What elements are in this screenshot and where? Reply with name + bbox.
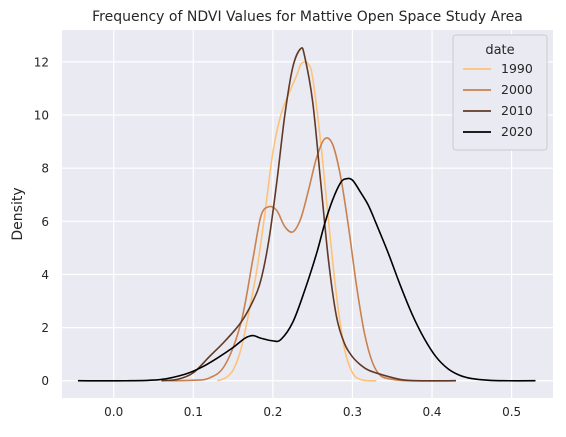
- y-tick-label: 6: [41, 215, 49, 229]
- y-tick-label: 10: [34, 109, 49, 123]
- y-tick-label: 8: [41, 162, 49, 176]
- legend-title: date: [485, 43, 514, 58]
- legend-items: 1990 2000 2010 2020: [463, 61, 533, 139]
- legend-label-2020: 2020: [501, 124, 533, 139]
- series-lines: [77, 47, 536, 382]
- y-tick-label: 0: [41, 374, 49, 388]
- legend-label-2000: 2000: [501, 82, 533, 97]
- y-tick-label: 4: [41, 268, 49, 282]
- x-tick-label: 0.2: [263, 405, 282, 419]
- y-tick-label: 2: [41, 321, 49, 335]
- x-tick-label: 0.3: [343, 405, 362, 419]
- axis-ticks: 0.0 0.1 0.2 0.3 0.4 0.5 0 2 4 6 8 10 12: [34, 55, 521, 419]
- legend-label-1990: 1990: [501, 61, 533, 76]
- x-tick-label: 0.4: [422, 405, 441, 419]
- y-tick-label: 12: [34, 55, 49, 69]
- chart-title: Frequency of NDVI Values for Mattive Ope…: [92, 9, 523, 25]
- y-axis-label: Density: [10, 187, 26, 240]
- legend-label-2010: 2010: [501, 103, 533, 118]
- x-tick-label: 0.0: [104, 405, 123, 419]
- series-line-2020: [77, 177, 536, 382]
- legend: date 1990 2000 2010 2020: [452, 34, 548, 151]
- x-tick-label: 0.1: [184, 405, 203, 419]
- series-line-1990: [216, 61, 377, 382]
- series-line-2010: [161, 47, 456, 382]
- x-tick-label: 0.5: [502, 405, 521, 419]
- legend-box: [452, 34, 548, 151]
